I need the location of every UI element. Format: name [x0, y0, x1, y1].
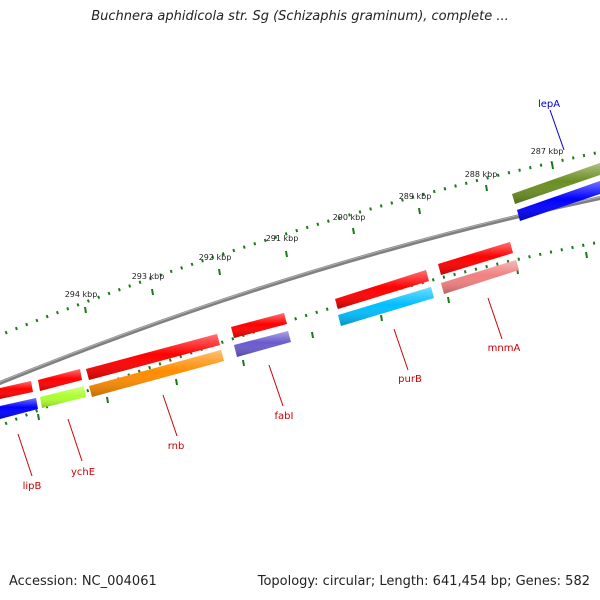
ruler-label: 291 kbp: [266, 234, 299, 243]
ruler-label: 289 kbp: [399, 192, 432, 201]
ruler-tick: [447, 296, 450, 304]
ruler-tick: [585, 251, 588, 259]
ruler-label: 288 kbp: [465, 170, 498, 179]
map-title: Buchnera aphidicola str. Sg (Schizaphis …: [91, 9, 509, 24]
gene-row: [0, 260, 519, 419]
ruler-tick: [285, 250, 288, 258]
ruler-tick: [175, 378, 178, 386]
gene-label-purB: purB: [398, 374, 422, 385]
leader-line-rnb: [162, 394, 178, 437]
ruler-tick: [551, 162, 554, 170]
ruler-tick: [418, 207, 421, 215]
gene-label-lipB: lipB: [23, 481, 42, 492]
leader-line-ychE: [67, 418, 83, 462]
ruler-tick: [37, 413, 40, 421]
accession-label: Accession: NC_004061: [9, 574, 157, 589]
ruler-label: 292 kbp: [199, 253, 232, 262]
ruler-tick: [151, 288, 154, 296]
ruler-tick: [352, 227, 355, 235]
ruler-tick: [380, 314, 383, 322]
leader-line-lepA: [549, 109, 565, 151]
ruler-tick: [242, 359, 245, 367]
ruler-tick: [218, 268, 221, 276]
gene-label-lepA: lepA: [538, 99, 560, 110]
ruler-tick: [311, 331, 314, 339]
cds-row: [0, 242, 513, 399]
forward-strand-features: [512, 163, 600, 221]
ruler-label: 290 kbp: [333, 213, 366, 222]
gene-label-rnb: rnb: [168, 441, 185, 452]
ruler-label: 287 kbp: [531, 147, 564, 156]
genome-summary: Topology: circular; Length: 641,454 bp; …: [257, 574, 590, 589]
leader-line-mnmA: [487, 297, 503, 340]
ruler-label: 294 kbp: [65, 290, 98, 299]
leader-line-lipB: [17, 433, 33, 477]
gene-label-fabI: fabI: [275, 411, 294, 422]
ruler-tick: [84, 306, 87, 314]
gene-label-mnmA: mnmA: [488, 343, 521, 354]
leader-line-fabI: [268, 364, 284, 407]
ruler-tick: [485, 184, 488, 192]
gene-label-ychE: ychE: [71, 467, 95, 478]
label-leaders: [17, 109, 565, 477]
ruler-label: 293 kbp: [132, 272, 165, 281]
leader-line-purB: [393, 328, 409, 371]
ruler-tick: [106, 396, 109, 404]
